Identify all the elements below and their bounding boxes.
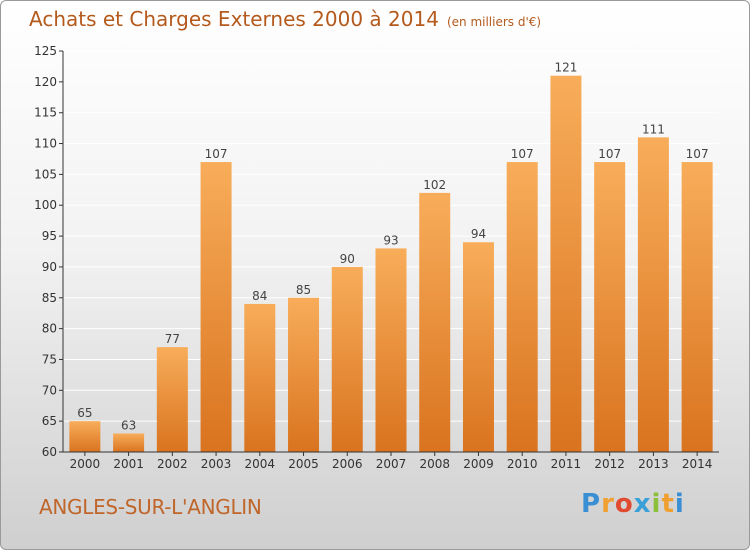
y-tick-label: 60 — [42, 445, 57, 459]
logo-letter: i — [674, 489, 685, 519]
x-tick-label-2009: 2009 — [463, 457, 494, 471]
commune-name: ANGLES-SUR-L'ANGLIN — [39, 495, 262, 519]
bar-2009 — [462, 242, 494, 452]
x-tick-label-2012: 2012 — [594, 457, 625, 471]
data-label-2010: 107 — [511, 147, 534, 161]
y-tick-label: 100 — [34, 198, 57, 212]
logo-letter: i — [651, 489, 662, 519]
x-tick-label-2003: 2003 — [201, 457, 232, 471]
chart-unit: (en milliers d'€) — [446, 15, 542, 29]
data-label-2014: 107 — [686, 147, 709, 161]
bar-2003 — [200, 162, 232, 453]
data-label-2002: 77 — [165, 332, 180, 346]
data-label-2003: 107 — [205, 147, 228, 161]
x-tick-label-2011: 2011 — [551, 457, 582, 471]
y-tick-label: 95 — [42, 229, 57, 243]
data-label-2004: 84 — [252, 289, 267, 303]
bar-2010 — [506, 162, 538, 453]
data-label-2001: 63 — [121, 418, 136, 432]
x-tick-label-2004: 2004 — [245, 457, 276, 471]
data-label-2000: 65 — [77, 406, 92, 420]
bar-2000 — [69, 421, 101, 452]
data-label-2008: 102 — [423, 178, 446, 192]
x-tick-label-2001: 2001 — [113, 457, 144, 471]
data-label-2005: 85 — [296, 283, 311, 297]
bar-2001 — [113, 433, 145, 452]
chart-title: Achats et Charges Externes 2000 à 2014 (e… — [29, 7, 541, 31]
x-tick-label-2000: 2000 — [70, 457, 101, 471]
proxiti-logo[interactable]: Proxiti — [581, 489, 685, 519]
bar-2013 — [637, 137, 669, 452]
x-tick-label-2006: 2006 — [332, 457, 363, 471]
logo-letter: x — [633, 489, 652, 519]
x-tick-label-2005: 2005 — [288, 457, 319, 471]
bar-2002 — [156, 347, 188, 452]
bar-2006 — [331, 266, 363, 452]
data-label-2013: 111 — [642, 122, 665, 136]
y-tick-label: 80 — [42, 322, 57, 336]
y-tick-label: 90 — [42, 260, 57, 274]
x-tick-label-2007: 2007 — [376, 457, 407, 471]
data-labels: 65 63 77 107 84 85 90 93 102 94 107 121 107 111 107 — [77, 61, 708, 433]
bar-2004 — [244, 303, 276, 452]
x-tick-label-2002: 2002 — [157, 457, 188, 471]
x-tick-label-2008: 2008 — [419, 457, 450, 471]
logo-letter: P — [581, 489, 602, 519]
data-label-2006: 90 — [340, 252, 355, 266]
data-label-2009: 94 — [471, 227, 486, 241]
logo-letter: o — [614, 489, 634, 519]
bar-2011 — [550, 75, 582, 452]
y-tick-label: 110 — [34, 137, 57, 151]
x-tick-label-2013: 2013 — [638, 457, 669, 471]
chart-title-text: Achats et Charges Externes 2000 à 2014 — [29, 7, 439, 31]
x-tick-label-2010: 2010 — [507, 457, 538, 471]
logo-letter: t — [661, 489, 675, 519]
y-tick-label: 125 — [34, 44, 57, 58]
y-tick-label: 105 — [34, 167, 57, 181]
bar-2005 — [288, 297, 320, 452]
y-tick-label: 75 — [42, 352, 57, 366]
bar-2012 — [594, 162, 626, 453]
bar-2007 — [375, 248, 407, 452]
logo-letter: r — [601, 489, 615, 519]
y-tick-label: 65 — [42, 414, 57, 428]
bars — [69, 75, 713, 453]
data-label-2012: 107 — [598, 147, 621, 161]
data-label-2007: 93 — [383, 233, 398, 247]
data-label-2011: 121 — [554, 61, 577, 75]
x-tick-label-2014: 2014 — [682, 457, 713, 471]
axes: 60 65 70 75 80 85 90 95 100 105 110 115 120 125 2000 20… — [34, 44, 719, 471]
bar-2014 — [681, 162, 713, 453]
y-tick-label: 85 — [42, 291, 57, 305]
y-tick-label: 70 — [42, 383, 57, 397]
bar-2008 — [419, 192, 451, 452]
y-tick-label: 120 — [34, 75, 57, 89]
y-tick-label: 115 — [34, 106, 57, 120]
